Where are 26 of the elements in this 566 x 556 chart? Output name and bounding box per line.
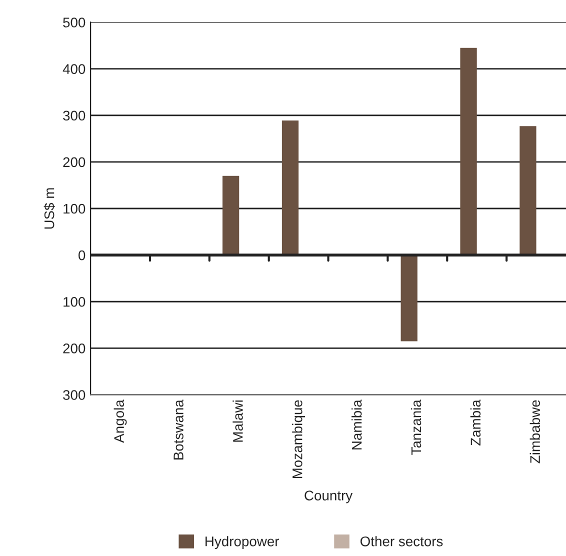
y-tick-label: 300 — [63, 110, 86, 121]
y-tick-label: 200 — [63, 344, 86, 354]
x-axis-title: Country — [304, 490, 353, 504]
y-tick-label: 300 — [63, 390, 86, 400]
legend-label: Hydropower — [206, 536, 280, 550]
y-tick-label: 100 — [64, 204, 86, 214]
legend-label: Other sectors — [360, 536, 443, 546]
bar — [520, 126, 536, 256]
x-tick-label: Namibia — [352, 400, 362, 450]
y-tick-label: 0 — [78, 250, 86, 260]
x-tick-label: Mozambique — [292, 400, 306, 478]
bar — [460, 48, 477, 256]
bar — [222, 176, 240, 256]
x-tick-label: Tanzania — [410, 400, 422, 455]
bar — [282, 120, 299, 256]
y-tick-label: 100 — [64, 296, 86, 307]
y-tick-label: 500 — [63, 18, 86, 28]
y-axis-title: US$ m — [44, 188, 56, 229]
bar — [400, 255, 418, 342]
x-tick-label: Angola — [114, 400, 127, 443]
x-tick-label: Botswana — [174, 400, 184, 460]
y-tick-label: 400 — [62, 64, 86, 74]
x-tick-label: Zimbabwe — [530, 400, 540, 464]
x-tick-label: Zambia — [470, 400, 481, 446]
y-tick-label: 200 — [63, 157, 86, 168]
x-tick-label: Malawi — [232, 400, 243, 442]
